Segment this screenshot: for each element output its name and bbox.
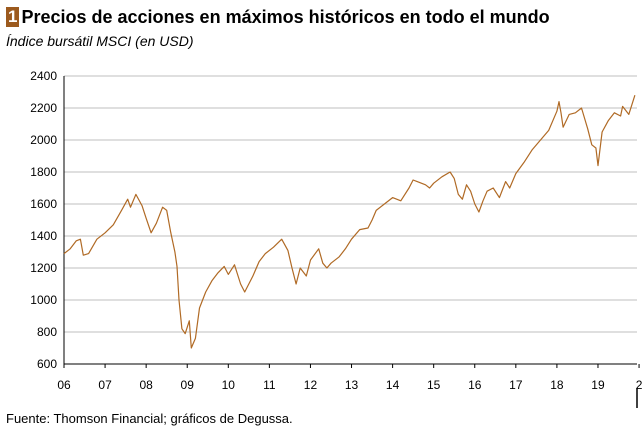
x-tick-label: 14 [386,378,400,392]
x-tick-label: 16 [468,378,482,392]
gridlines [64,75,637,333]
chart-subtitle: Índice bursátil MSCI (en USD) [6,33,194,49]
x-tick-label: 11 [263,378,276,392]
x-tick-label: 15 [427,378,441,392]
y-tick-label: 800 [37,325,57,339]
y-tick-label: 1000 [30,293,57,307]
x-tick-label: 2 [636,378,643,392]
y-tick-label: 1800 [30,165,57,179]
x-tick-label: 13 [345,378,359,392]
x-tick-label: 12 [304,378,318,392]
x-tick-label: 17 [509,378,523,392]
x-tick-label: 10 [222,378,236,392]
x-tick-label: 08 [139,378,153,392]
y-tick-label: 1400 [30,229,57,243]
x-tick-label: 06 [57,378,71,392]
y-tick-label: 2000 [30,133,57,147]
x-tick-label: 07 [98,378,112,392]
chart-title: Precios de acciones en máximos histórico… [21,7,550,27]
y-tick-label: 1200 [30,261,57,275]
chart-number-badge: 1 [6,7,20,27]
y-axis-ticks: 600 800 1000 1200 1400 1600 1800 2000 2200 2400 [30,69,57,371]
x-axis-ticks: 06 07 08 09 10 11 12 13 14 15 16 17 18 19 2 [57,364,643,408]
source-note: Fuente: Thomson Financial; gráficos de D… [6,411,293,426]
x-tick-label: 09 [181,378,195,392]
axes [63,76,637,365]
y-tick-label: 2400 [30,69,57,83]
title-row: 1 Precios de acciones en máximos históri… [6,6,550,28]
x-tick-label: 19 [591,378,605,392]
y-tick-label: 2200 [30,101,57,115]
y-tick-label: 1600 [30,197,57,211]
x-tick-label: 18 [550,378,564,392]
y-tick-label: 600 [37,357,57,371]
msci-index-line [63,95,636,349]
